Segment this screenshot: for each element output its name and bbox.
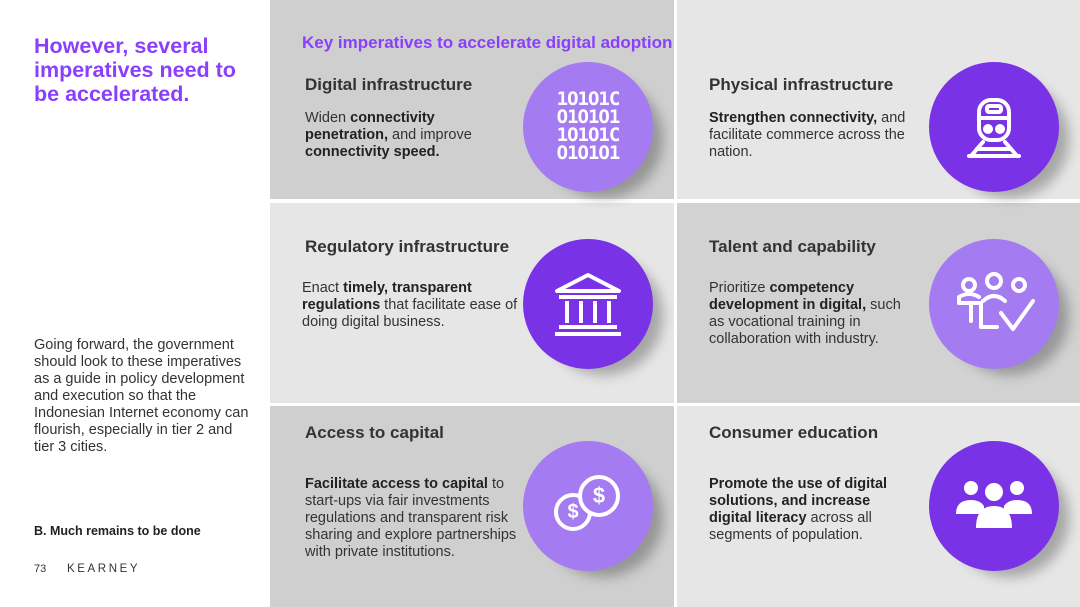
intro-paragraph: Going forward, the government should loo… (34, 337, 249, 455)
card-description: Facilitate access to capital to start-up… (305, 476, 530, 561)
team-training-icon (957, 272, 1035, 331)
description-text: to start-ups via fair investments regula… (305, 476, 517, 560)
card-description: Widen connectivity penetration, and impr… (305, 110, 510, 161)
description-text: and facilitate commerce across the natio… (709, 110, 906, 160)
card-description: Prioritize competency development in dig… (709, 280, 919, 348)
description-text: Enact (302, 280, 344, 296)
card-title: Talent and capability (709, 237, 876, 256)
consumer-education-icon-circle (929, 441, 1059, 571)
description-emphasis: Promote the use of digital solutions, an… (709, 476, 888, 526)
card-title: Digital infrastructure (305, 75, 473, 94)
description-emphasis: Strengthen connectivity, (709, 110, 878, 126)
talent-capability-icon-circle (929, 239, 1059, 369)
page-number: 73 (34, 563, 47, 575)
description-text: across all segments of population. (709, 510, 872, 543)
access-to-capital-icon-circle: $ $ (523, 441, 653, 571)
left-panel: However, several imperatives need to be … (0, 0, 270, 607)
page-headline: However, several imperatives need to be … (34, 34, 236, 106)
section-label: B. Much remains to be done (34, 524, 201, 538)
people-group-icon (956, 481, 1032, 528)
coins-icon: $ $ (548, 471, 628, 541)
card-title: Regulatory infrastructure (305, 237, 510, 256)
digital-infrastructure-icon-circle: 1O1O1C O1O1O1 1O1O1C O1O1O1 (523, 62, 653, 192)
description-text: Widen (305, 110, 351, 126)
grid-title: Key imperatives to accelerate digital ad… (302, 33, 673, 52)
description-emphasis: connectivity penetration, (305, 110, 435, 143)
description-text: such as vocational training in collabora… (709, 297, 901, 347)
description-emphasis: timely, transparent regulations (302, 280, 472, 313)
brand-logo: KEARNEY (67, 563, 141, 575)
coin-front: $ (578, 475, 620, 517)
description-text: Prioritize (709, 280, 770, 296)
description-text: and improve (387, 127, 472, 143)
physical-infrastructure-icon-circle (929, 62, 1059, 192)
card-title: Physical infrastructure (709, 75, 894, 94)
card-title: Access to capital (305, 423, 444, 442)
binary-code-icon: 1O1O1C O1O1O1 1O1O1C O1O1O1 (556, 90, 621, 164)
description-emphasis: connectivity speed. (305, 144, 440, 160)
card-description: Promote the use of digital solutions, an… (709, 476, 914, 544)
train-icon (967, 98, 1021, 158)
card-title: Consumer education (709, 423, 879, 442)
card-description: Enact timely, transparent regulations th… (302, 280, 524, 331)
description-text: that facilitate ease of doing digital bu… (302, 297, 518, 330)
description-emphasis: Facilitate access to capital (305, 476, 488, 492)
government-building-icon (555, 273, 621, 336)
description-emphasis: competency development in digital, (709, 280, 867, 313)
regulatory-infrastructure-icon-circle (523, 239, 653, 369)
card-description: Strengthen connectivity, and facilitate … (709, 110, 914, 161)
